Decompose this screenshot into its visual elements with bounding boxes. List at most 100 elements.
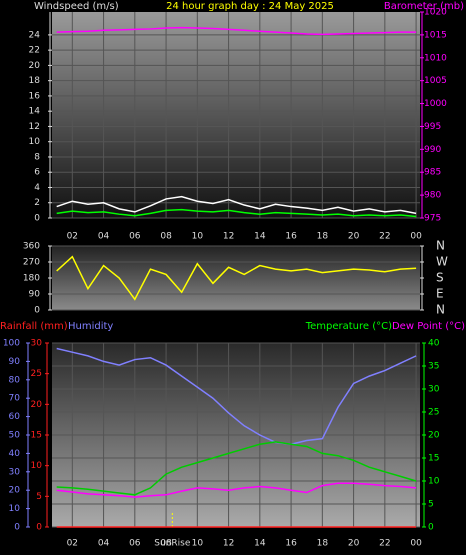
y-tick-label: 25 [31, 369, 42, 379]
x-tick-label: 16 [285, 232, 297, 242]
y-tick-label: 270 [23, 258, 40, 268]
y-tick-label: 22 [29, 46, 40, 56]
y-tick-label: 40 [9, 449, 21, 459]
y-tick-label: 40 [428, 339, 440, 349]
humidity-label: Humidity [68, 321, 113, 332]
x-tick-label: 10 [192, 232, 204, 242]
y-tick-label: S [436, 271, 444, 285]
y-tick-label: 0 [34, 214, 40, 224]
y-tick-label: 70 [9, 394, 21, 404]
y-tick-label: 975 [424, 214, 441, 224]
y-tick-label: 6 [34, 168, 40, 178]
baro-label: Barometer (mb) [384, 1, 464, 12]
x-tick-label: 04 [98, 232, 110, 242]
y-tick-label: 20 [428, 431, 440, 441]
x-tick-label: 08 [160, 232, 172, 242]
x-tick-label: 02 [67, 539, 78, 549]
series-line [56, 26, 417, 36]
y-tick-label: 4 [34, 183, 40, 193]
y-tick-label: N [436, 239, 445, 253]
x-tick-label: 12 [223, 539, 234, 549]
series-line [56, 482, 417, 498]
y-tick-label: W [436, 255, 448, 269]
y-tick-label: 16 [29, 91, 41, 101]
y-tick-label: 60 [9, 412, 21, 422]
y-tick-label: 15 [428, 454, 439, 464]
y-tick-label: 10 [31, 461, 43, 471]
y-tick-label: 8 [34, 152, 40, 162]
x-tick-label: 00 [410, 232, 422, 242]
x-tick-label: 10 [192, 539, 204, 549]
y-tick-label: 2 [34, 198, 40, 208]
y-tick-label: N [436, 303, 445, 317]
y-tick-label: 1015 [424, 30, 447, 40]
x-tick-label: 22 [379, 232, 390, 242]
y-tick-label: 14 [29, 107, 41, 117]
x-tick-label: 04 [98, 539, 110, 549]
y-tick-label: 0 [36, 523, 42, 533]
y-tick-label: 10 [29, 137, 41, 147]
y-tick-label: 30 [428, 385, 440, 395]
x-tick-label: 06 [129, 232, 141, 242]
y-tick-label: 20 [9, 486, 21, 496]
y-tick-label: 12 [29, 122, 40, 132]
temp-label: Temperature (°C) [305, 321, 392, 332]
x-tick-label: 20 [348, 539, 360, 549]
y-tick-label: 0 [428, 523, 434, 533]
y-tick-label: 90 [29, 290, 41, 300]
y-tick-label: 5 [36, 492, 42, 502]
y-tick-label: 10 [9, 504, 21, 514]
dew-label: Dew Point (°C) [392, 321, 465, 332]
y-tick-label: 1000 [424, 99, 447, 109]
annotation: SunRise [154, 539, 191, 549]
y-tick-label: 985 [424, 168, 441, 178]
y-tick-label: 0 [14, 523, 20, 533]
x-tick-label: 20 [348, 232, 360, 242]
y-tick-label: E [436, 287, 444, 301]
y-tick-label: 0 [34, 306, 40, 316]
y-tick-label: 360 [23, 242, 40, 252]
x-tick-label: 12 [223, 232, 234, 242]
wind-label: Windspeed (m/s) [34, 1, 119, 12]
chart-title: 24 hour graph day : 24 May 2025 [166, 1, 334, 12]
y-tick-label: 1010 [424, 53, 447, 63]
x-tick-label: 22 [379, 539, 390, 549]
y-tick-label: 100 [3, 339, 20, 349]
y-tick-label: 90 [9, 357, 21, 367]
x-tick-label: 06 [129, 539, 141, 549]
y-tick-label: 15 [31, 431, 42, 441]
x-tick-label: 00 [410, 539, 422, 549]
y-tick-label: 80 [9, 375, 21, 385]
x-tick-label: 18 [317, 539, 329, 549]
x-tick-label: 14 [254, 232, 266, 242]
x-tick-label: 18 [317, 232, 329, 242]
y-tick-label: 5 [428, 500, 434, 510]
series-line [56, 441, 417, 496]
y-tick-label: 1005 [424, 76, 447, 86]
plot-area [52, 12, 420, 218]
y-tick-label: 35 [428, 362, 439, 372]
y-tick-label: 30 [31, 339, 43, 349]
series-line [56, 255, 417, 301]
y-tick-label: 1020 [424, 8, 447, 18]
y-tick-label: 10 [428, 477, 440, 487]
y-tick-label: 25 [428, 408, 439, 418]
rain-label: Rainfall (mm) [0, 321, 68, 332]
y-tick-label: 990 [424, 145, 441, 155]
y-tick-label: 180 [23, 274, 40, 284]
y-tick-label: 18 [29, 76, 41, 86]
series-line [56, 208, 417, 218]
y-tick-label: 24 [29, 30, 41, 40]
x-tick-label: 08 [160, 539, 172, 549]
x-tick-label: 16 [285, 539, 297, 549]
y-tick-label: 30 [9, 467, 21, 477]
y-tick-label: 20 [31, 400, 43, 410]
y-tick-label: 980 [424, 191, 441, 201]
y-tick-label: 20 [29, 61, 41, 71]
series-line [56, 195, 417, 215]
y-tick-label: 50 [9, 431, 21, 441]
x-tick-label: 02 [67, 232, 78, 242]
x-tick-label: 14 [254, 539, 266, 549]
series-line [56, 347, 417, 445]
